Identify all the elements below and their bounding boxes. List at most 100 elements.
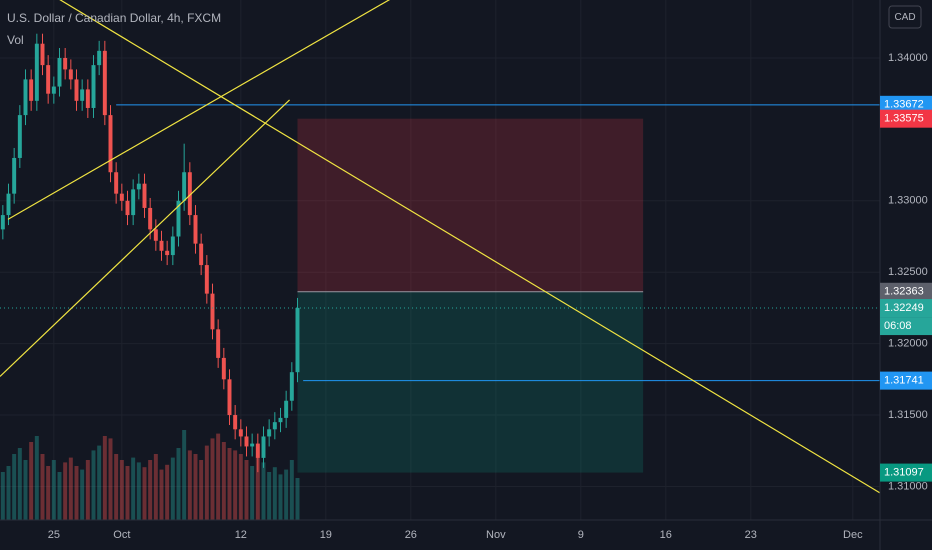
candle-body <box>91 65 96 108</box>
volume-bar <box>68 457 73 520</box>
axes: 1.31000 1.31500 1.32000 1.32500 1.33000 1.340… <box>48 52 928 541</box>
candle-body <box>199 243 204 266</box>
candle-body <box>131 189 136 216</box>
volume-bar <box>170 457 175 520</box>
y-tick-label: 1.32000 <box>888 338 928 350</box>
volume-bar <box>153 454 158 520</box>
currency-button[interactable] <box>888 5 922 29</box>
last-price-tag: 1.32249 <box>884 302 924 314</box>
line-price-tag-bg <box>880 95 932 114</box>
candle-body <box>57 57 62 87</box>
volume-bar <box>114 454 119 520</box>
candle-body <box>255 443 260 458</box>
x-tick-label: Dec <box>843 529 863 541</box>
x-tick-label: Nov <box>486 529 506 541</box>
volume-bar <box>46 466 51 520</box>
volume-bar <box>255 457 260 520</box>
volume-bar <box>267 472 272 520</box>
volume-bar <box>63 462 68 520</box>
candle-body <box>46 65 51 94</box>
volume-bar <box>85 460 90 520</box>
volume-bar <box>221 442 226 520</box>
volume-bar <box>102 436 107 520</box>
candle-body <box>238 429 243 437</box>
candle-body <box>193 215 198 244</box>
line-price-tag: 1.33672 <box>884 99 924 111</box>
volume-bar <box>199 460 204 520</box>
volume-bar <box>210 438 215 520</box>
candle-body <box>216 329 221 358</box>
y-tick-label: 1.32500 <box>888 266 928 278</box>
candle-body <box>6 193 11 216</box>
volume-label: Vol <box>7 33 24 47</box>
volume-bar <box>97 445 102 520</box>
x-tick-label: 16 <box>660 529 672 541</box>
candle-body <box>125 200 130 216</box>
candle-body <box>289 372 294 401</box>
candle-body <box>176 200 181 237</box>
plot-area <box>0 0 880 520</box>
volume-bar <box>12 454 17 520</box>
candle-body <box>63 57 68 70</box>
candle-body <box>85 89 90 108</box>
line-price-tag-bg <box>880 371 932 390</box>
candle-body <box>204 265 209 294</box>
volume-bar <box>108 438 113 520</box>
candle-body <box>284 400 289 418</box>
volume-bar <box>244 460 249 520</box>
candle-body <box>74 79 79 101</box>
volume-bar <box>136 462 141 520</box>
y-tick-label: 1.31000 <box>888 480 928 492</box>
candle-body <box>261 436 266 458</box>
candle-body <box>267 429 272 437</box>
countdown-bg <box>880 317 932 336</box>
candle-body <box>40 43 45 66</box>
candle-body <box>80 89 85 101</box>
candle-body <box>250 443 255 447</box>
trend-line <box>59 0 880 494</box>
candle-body <box>227 379 232 416</box>
candle-body <box>34 43 39 101</box>
grid <box>0 0 880 520</box>
volume-bar <box>119 460 124 520</box>
candle-body <box>51 86 56 94</box>
x-tick-label: 23 <box>745 529 757 541</box>
volume-bar <box>233 450 238 520</box>
y-tick-label: 1.31500 <box>888 409 928 421</box>
price-tags: 1.33672 1.33575 1.32363 1.31741 1.31097 1.322… <box>880 95 932 482</box>
candle-body <box>153 229 158 241</box>
volume-bar <box>91 450 96 520</box>
volume-bar <box>57 472 62 520</box>
line-price-tag: 1.31741 <box>884 375 924 387</box>
candle-body <box>97 50 102 66</box>
volume-bar <box>159 469 164 520</box>
volume-bar <box>131 457 136 520</box>
x-tick-label: 9 <box>578 529 584 541</box>
candle-body <box>244 436 249 447</box>
currency-label[interactable]: CAD <box>894 12 915 23</box>
volume-bar <box>125 466 130 520</box>
volume-bar <box>29 442 34 520</box>
trend-line <box>0 99 290 377</box>
candle-body <box>136 183 141 190</box>
candle-body <box>119 193 124 201</box>
entry-price-tag: 1.32363 <box>884 286 924 298</box>
candle-body <box>272 422 277 430</box>
candle-body <box>0 215 5 230</box>
volume-bar <box>17 448 22 520</box>
stop-zone <box>297 118 644 292</box>
volume-bar <box>0 472 5 520</box>
candle-body <box>278 417 283 423</box>
volume-bar <box>34 436 39 520</box>
stop-price-tag-bg <box>880 109 932 128</box>
x-tick-label: 12 <box>235 529 247 541</box>
x-tick-label: 26 <box>405 529 417 541</box>
candle-body <box>68 69 73 80</box>
volume-bar <box>289 460 294 520</box>
candle-body <box>221 357 226 380</box>
entry-price-tag-bg <box>880 282 932 301</box>
candle-body <box>23 79 28 116</box>
volume-bar <box>193 454 198 520</box>
candle-body <box>182 172 187 201</box>
candle-body <box>114 172 119 194</box>
